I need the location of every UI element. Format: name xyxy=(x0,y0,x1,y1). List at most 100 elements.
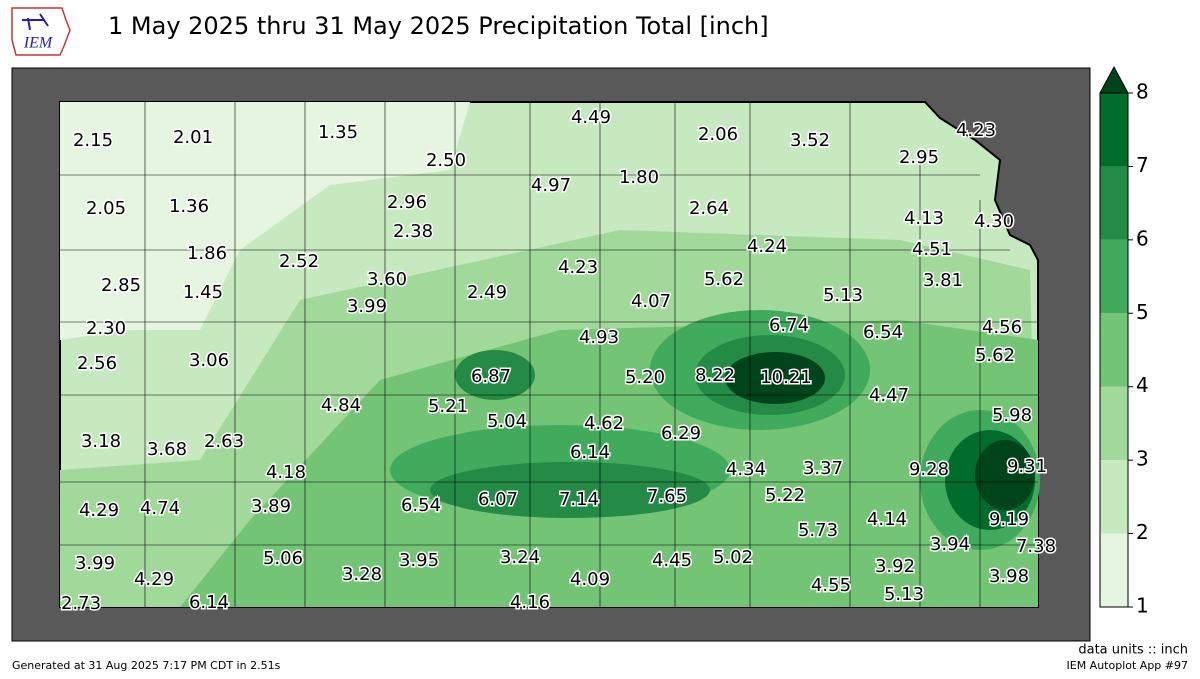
station-value: 4.29 xyxy=(134,569,174,590)
station-value: 1.45 xyxy=(183,282,223,303)
station-value: 5.98 xyxy=(992,405,1032,426)
contour-area xyxy=(60,102,470,340)
colorbar-level xyxy=(1100,460,1128,534)
station-value: 2.15 xyxy=(73,130,113,151)
station-value: 3.94 xyxy=(930,534,970,555)
station-value: 1.35 xyxy=(318,122,358,143)
station-value: 2.56 xyxy=(77,353,117,374)
station-value: 4.47 xyxy=(869,385,909,406)
station-value: 3.06 xyxy=(189,350,229,371)
station-value: 10.21 xyxy=(760,367,812,388)
station-value: 4.29 xyxy=(79,500,119,521)
station-value: 2.30 xyxy=(86,318,126,339)
station-value: 4.49 xyxy=(571,107,611,128)
colorbar-level xyxy=(1100,93,1128,167)
station-value: 4.62 xyxy=(584,413,624,434)
station-value: 5.73 xyxy=(798,520,838,541)
station-value: 2.49 xyxy=(467,282,507,303)
station-value: 1.80 xyxy=(619,167,659,188)
station-value: 3.60 xyxy=(367,269,407,290)
app: IEM Autoplot App #97 xyxy=(1067,659,1189,672)
station-value: 4.51 xyxy=(912,239,952,260)
station-value: 9.28 xyxy=(909,459,949,480)
station-value: 4.55 xyxy=(811,575,851,596)
station-value: 4.30 xyxy=(974,211,1014,232)
station-value: 4.14 xyxy=(867,509,907,530)
colorbar-level xyxy=(1100,533,1128,607)
station-value: 6.29 xyxy=(661,423,701,444)
station-value: 5.13 xyxy=(884,584,924,605)
station-value: 4.23 xyxy=(956,120,996,141)
station-value: 2.85 xyxy=(101,275,141,296)
station-value: 3.18 xyxy=(81,431,121,452)
station-value: 6.74 xyxy=(769,315,809,336)
station-value: 6.14 xyxy=(570,442,610,463)
station-value: 6.14 xyxy=(189,592,229,613)
station-value: 2.64 xyxy=(689,198,729,219)
station-value: 4.16 xyxy=(510,592,550,613)
title: 1 May 2025 thru 31 May 2025 Precipitatio… xyxy=(108,12,769,40)
logo-text: IEM xyxy=(23,35,54,52)
station-value: 3.98 xyxy=(989,566,1029,587)
station-value: 4.09 xyxy=(570,569,610,590)
station-value: 4.24 xyxy=(747,236,787,257)
station-value: 5.22 xyxy=(765,485,805,506)
station-value: 4.07 xyxy=(631,291,671,312)
station-value: 3.52 xyxy=(790,130,830,151)
station-value: 2.96 xyxy=(387,192,427,213)
station-value: 3.95 xyxy=(399,550,439,571)
station-value: 4.97 xyxy=(531,175,571,196)
station-value: 2.63 xyxy=(204,431,244,452)
station-value: 5.20 xyxy=(625,367,665,388)
colorbar-frame xyxy=(1099,92,1129,608)
station-value: 6.87 xyxy=(471,366,511,387)
station-value: 4.18 xyxy=(266,462,306,483)
county-lines xyxy=(60,102,1038,607)
colorbar-tick-label: 1 xyxy=(1136,594,1149,618)
station-value: 5.62 xyxy=(975,345,1015,366)
station-value: 2.05 xyxy=(86,198,126,219)
contour-area xyxy=(430,462,710,518)
generated: Generated at 31 Aug 2025 7:17 PM CDT in … xyxy=(12,659,281,672)
station-value: 7.14 xyxy=(559,489,599,510)
colorbar-level xyxy=(1100,166,1128,240)
station-value: 3.99 xyxy=(347,296,387,317)
station-value: 5.04 xyxy=(487,411,527,432)
station-value: 5.13 xyxy=(823,285,863,306)
station-value: 7.38 xyxy=(1016,536,1056,557)
station-value: 6.07 xyxy=(478,489,518,510)
station-value: 3.99 xyxy=(75,553,115,574)
colorbar-tick-label: 4 xyxy=(1136,373,1149,397)
colorbar-tick-label: 6 xyxy=(1136,226,1149,250)
station-value: 6.54 xyxy=(863,322,903,343)
map xyxy=(11,67,1091,642)
colorbar-tick-label: 5 xyxy=(1136,300,1149,324)
station-value: 8.22 xyxy=(695,365,735,386)
station-value: 6.54 xyxy=(401,495,441,516)
station-value: 4.34 xyxy=(726,459,766,480)
station-value: 9.31 xyxy=(1007,456,1047,477)
station-value: 3.24 xyxy=(500,547,540,568)
units: data units :: inch xyxy=(1078,643,1188,658)
colorbar-tick-label: 2 xyxy=(1136,520,1149,544)
station-value: 3.28 xyxy=(342,564,382,585)
colorbar: 1 2 3 4 5 6 7 8 xyxy=(1099,65,1149,618)
colorbar-tick-label: 8 xyxy=(1136,80,1149,104)
station-value: 2.95 xyxy=(899,147,939,168)
station-value: 3.37 xyxy=(803,458,843,479)
station-value: 2.01 xyxy=(173,127,213,148)
station-value: 4.84 xyxy=(321,395,361,416)
colorbar-tick-label: 7 xyxy=(1136,153,1149,177)
station-value: 1.86 xyxy=(187,243,227,264)
colorbar-level xyxy=(1100,313,1128,387)
station-value: 3.68 xyxy=(147,439,187,460)
station-value: 4.74 xyxy=(140,498,180,519)
logo: IEM xyxy=(11,7,71,56)
station-value: 2.06 xyxy=(698,124,738,145)
station-value: 2.73 xyxy=(61,593,101,614)
station-value: 3.89 xyxy=(251,496,291,517)
station-value: 1.36 xyxy=(169,196,209,217)
station-value: 4.56 xyxy=(982,317,1022,338)
station-value: 3.92 xyxy=(875,556,915,577)
